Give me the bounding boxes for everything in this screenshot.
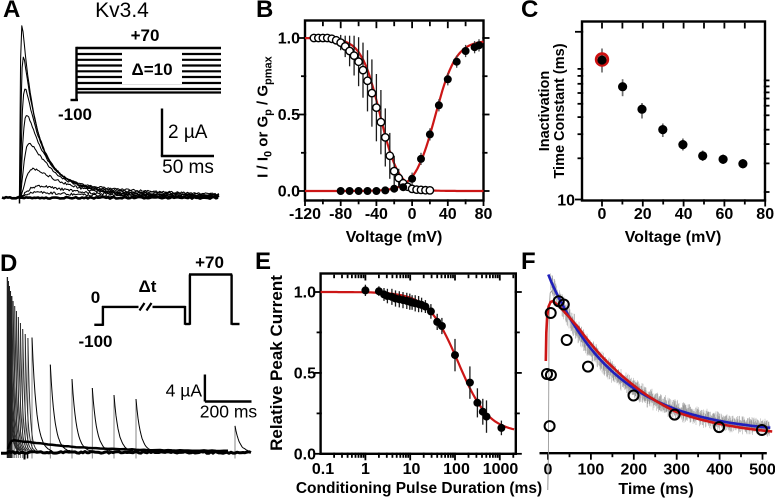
svg-text:-100: -100 <box>78 332 112 351</box>
svg-text:0: 0 <box>598 206 607 223</box>
svg-text:1000: 1000 <box>483 461 519 478</box>
svg-text:10: 10 <box>557 193 575 210</box>
svg-text:Relative Peak Current: Relative Peak Current <box>267 275 286 451</box>
svg-text:A: A <box>3 0 20 23</box>
svg-text:20: 20 <box>634 206 652 223</box>
svg-text:1.0: 1.0 <box>294 285 316 302</box>
svg-text:2 µA: 2 µA <box>168 122 208 143</box>
svg-text:I / I0 or Gp / Gpmax: I / I0 or Gp / Gpmax <box>255 55 275 178</box>
svg-text:0: 0 <box>408 206 417 223</box>
svg-text:500: 500 <box>749 462 775 479</box>
svg-text:200 ms: 200 ms <box>200 402 258 422</box>
svg-text:100: 100 <box>443 461 470 478</box>
svg-text:C: C <box>521 0 538 23</box>
svg-text:50 ms: 50 ms <box>162 157 214 178</box>
svg-text:100: 100 <box>578 462 605 479</box>
svg-text:+70: +70 <box>195 253 224 272</box>
svg-text:0.0: 0.0 <box>278 184 300 201</box>
svg-text:400: 400 <box>706 462 733 479</box>
svg-text:200: 200 <box>620 462 647 479</box>
svg-text:-40: -40 <box>365 206 388 223</box>
svg-text:Time Constant (ms): Time Constant (ms) <box>552 43 568 178</box>
svg-text:300: 300 <box>663 462 690 479</box>
svg-text:Time (ms): Time (ms) <box>618 481 693 498</box>
svg-text:4 µA: 4 µA <box>166 381 203 401</box>
svg-text:E: E <box>255 248 271 275</box>
svg-text:-80: -80 <box>329 206 352 223</box>
svg-text:-120: -120 <box>289 206 321 223</box>
svg-text:1: 1 <box>361 461 370 478</box>
svg-text:Kv3.4: Kv3.4 <box>95 0 149 22</box>
svg-text:80: 80 <box>475 206 493 223</box>
svg-text:Voltage (mV): Voltage (mV) <box>346 229 443 246</box>
svg-text:0.0: 0.0 <box>294 446 316 463</box>
svg-text:1.0: 1.0 <box>278 31 300 48</box>
svg-text:Inactivation: Inactivation <box>537 71 553 152</box>
svg-text:40: 40 <box>439 206 457 223</box>
svg-text:Δ=10: Δ=10 <box>131 60 172 79</box>
svg-text:B: B <box>256 0 273 23</box>
svg-text:0.1: 0.1 <box>312 461 334 478</box>
svg-text:10: 10 <box>403 461 421 478</box>
svg-text:60: 60 <box>716 206 734 223</box>
svg-text:Δt: Δt <box>139 277 157 296</box>
svg-text:+70: +70 <box>131 26 160 45</box>
svg-text:-100: -100 <box>58 105 92 124</box>
svg-text:0: 0 <box>91 288 100 307</box>
svg-text:0.5: 0.5 <box>294 365 316 382</box>
svg-text:40: 40 <box>675 206 693 223</box>
svg-text:80: 80 <box>756 206 774 223</box>
svg-text:D: D <box>0 250 17 277</box>
svg-text:Conditioning Pulse Duration (m: Conditioning Pulse Duration (ms) <box>296 480 542 497</box>
svg-text:0.5: 0.5 <box>278 107 300 124</box>
svg-text:F: F <box>521 248 536 275</box>
svg-text:Voltage (mV): Voltage (mV) <box>625 229 722 246</box>
